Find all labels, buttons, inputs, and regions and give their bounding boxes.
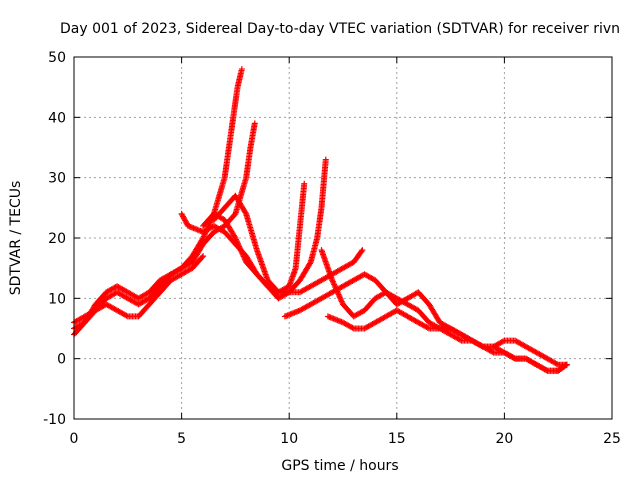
x-tick-label: 0 bbox=[70, 431, 79, 447]
series-track-9 bbox=[71, 253, 207, 326]
data-point bbox=[510, 354, 517, 361]
y-tick-label: 0 bbox=[57, 352, 66, 368]
data-point bbox=[199, 254, 206, 261]
data-point bbox=[238, 66, 245, 73]
x-tick-label: 5 bbox=[177, 431, 186, 447]
y-tick-label: -10 bbox=[43, 412, 66, 428]
data-point bbox=[358, 248, 365, 255]
data-point bbox=[200, 253, 207, 260]
data-point bbox=[457, 336, 464, 343]
x-axis-label: GPS time / hours bbox=[281, 458, 398, 474]
series-track-6 bbox=[318, 247, 570, 374]
y-tick-label: 10 bbox=[48, 291, 66, 307]
data-point bbox=[424, 324, 431, 331]
series-track-8 bbox=[324, 307, 570, 368]
y-tick-label: 40 bbox=[48, 110, 66, 126]
data-point bbox=[322, 156, 329, 163]
x-tick-label: 25 bbox=[603, 431, 621, 447]
y-tick-label: 20 bbox=[48, 231, 66, 247]
y-axis-label: SDTVAR / TECUs bbox=[8, 181, 24, 296]
series-track-4 bbox=[210, 180, 308, 296]
data-point bbox=[478, 342, 485, 349]
data-points bbox=[71, 66, 570, 374]
data-point bbox=[359, 247, 366, 254]
x-tick-label: 15 bbox=[388, 431, 406, 447]
data-point bbox=[489, 348, 496, 355]
data-point bbox=[306, 260, 313, 267]
series-track-2 bbox=[71, 120, 258, 338]
x-tick-label: 10 bbox=[280, 431, 298, 447]
data-point bbox=[123, 312, 130, 319]
data-point bbox=[301, 180, 308, 187]
x-tick-label: 20 bbox=[495, 431, 513, 447]
data-point bbox=[563, 361, 570, 368]
data-point bbox=[349, 324, 356, 331]
data-point bbox=[251, 120, 258, 127]
data-point bbox=[543, 366, 550, 373]
series-track-5 bbox=[200, 156, 329, 302]
y-tick-label: 50 bbox=[48, 50, 66, 66]
data-point bbox=[242, 209, 249, 216]
y-tick-label: 30 bbox=[48, 171, 66, 187]
data-point bbox=[553, 360, 560, 367]
data-point bbox=[500, 338, 507, 345]
chart-title: Day 001 of 2023, Sidereal Day-to-day VTE… bbox=[60, 21, 620, 37]
grid-lines bbox=[74, 57, 612, 419]
